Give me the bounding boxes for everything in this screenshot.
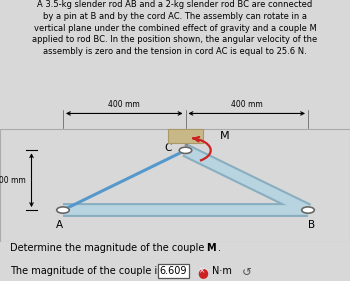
Text: M: M — [206, 243, 216, 253]
Text: A 3.5-kg slender rod AB and a 2-kg slender rod BC are connected
by a pin at B an: A 3.5-kg slender rod AB and a 2-kg slend… — [32, 0, 318, 56]
Text: M: M — [219, 131, 229, 141]
Circle shape — [57, 207, 69, 213]
Text: ↺: ↺ — [241, 266, 251, 279]
Text: N·m: N·m — [212, 266, 232, 276]
Text: ●: ● — [198, 266, 209, 279]
Text: .: . — [218, 243, 221, 253]
Text: B: B — [308, 220, 315, 230]
Text: A: A — [56, 220, 63, 230]
Text: 400 mm: 400 mm — [231, 100, 262, 109]
Circle shape — [302, 207, 314, 213]
Text: Determine the magnitude of the couple: Determine the magnitude of the couple — [10, 243, 208, 253]
FancyBboxPatch shape — [168, 129, 203, 143]
Text: 6.609: 6.609 — [159, 266, 187, 276]
Text: 300 mm: 300 mm — [0, 176, 26, 185]
Circle shape — [179, 147, 192, 153]
Text: ×: × — [199, 266, 205, 275]
Text: C: C — [164, 143, 171, 153]
Text: 400 mm: 400 mm — [108, 100, 140, 109]
Text: The magnitude of the couple is: The magnitude of the couple is — [10, 266, 166, 276]
